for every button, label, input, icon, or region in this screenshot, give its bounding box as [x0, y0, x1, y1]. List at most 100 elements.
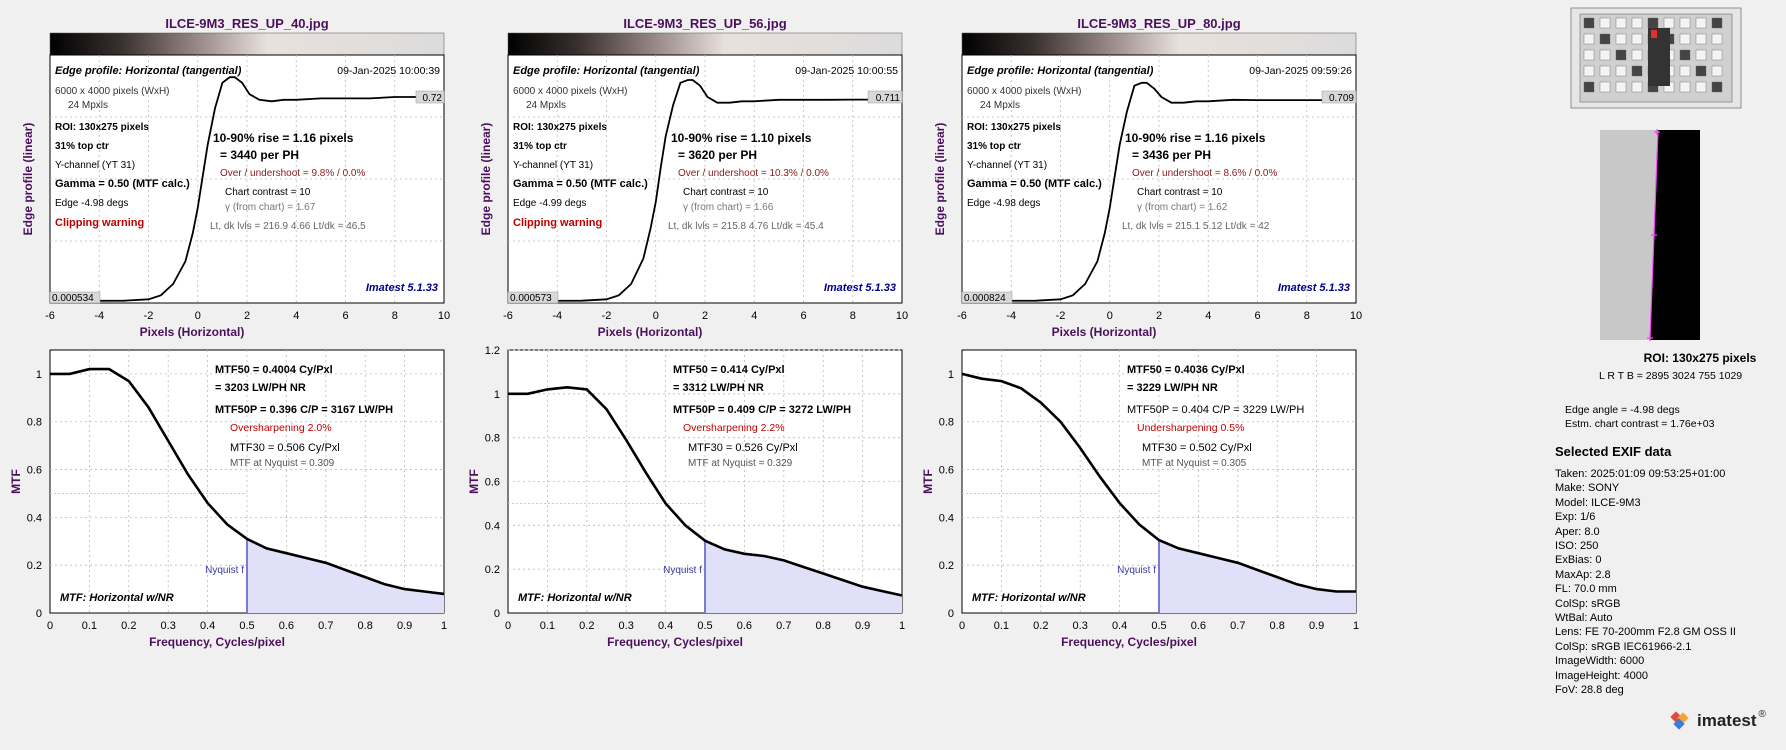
edge-profile-curve: [507, 79, 902, 302]
exif-line: MaxAp: 2.8: [1555, 568, 1611, 581]
exif-line: FoV: 28.8 deg: [1555, 684, 1624, 697]
mtf30-label: MTF30 = 0.506 Cy/Pxl: [230, 442, 340, 454]
panel-1: ILCE-9M3_RES_UP_40.jpg-6 -4 -2 0 2 4 6 8 10Edge …: [9, 16, 450, 649]
chart-contrast-label: Chart contrast = 10: [225, 187, 311, 198]
mtf50-lwph-label: = 3312 LW/PH NR: [673, 382, 764, 394]
gamma-label: Gamma = 0.50 (MTF calc.): [967, 178, 1102, 190]
mtf-y-tick-label: 1: [948, 369, 954, 381]
roi-size-label: ROI: 130x275 pixels: [967, 122, 1061, 133]
edge-heading: Edge profile: Horizontal (tangential): [55, 65, 242, 77]
panel-title: ILCE-9M3_RES_UP_80.jpg: [1077, 16, 1240, 31]
chart-thumbnail-patch: [1679, 17, 1691, 29]
mtf30-label: MTF30 = 0.526 Cy/Pxl: [688, 442, 798, 454]
image-dimensions: 6000 x 4000 pixels (WxH): [967, 86, 1082, 97]
mtf-footer-label: MTF: Horizontal w/NR: [518, 592, 632, 604]
mtf-x-tick-label: 0.9: [855, 620, 870, 632]
edge-x-tick-label: -2: [602, 310, 612, 322]
chart-thumbnail-patch: [1711, 17, 1723, 29]
roi-position: 31% top ctr: [967, 141, 1021, 152]
sharpening-label: Undersharpening 0.5%: [1137, 422, 1244, 434]
mtf-x-tick-label: 0: [47, 620, 53, 632]
edge-x-tick-label: -2: [1056, 310, 1066, 322]
light-dark-levels: Lt, dk lvls = 215.1 5.12 Lt/dk = 42: [1122, 221, 1270, 232]
mtf-x-tick-label: 0.7: [1230, 620, 1245, 632]
edge-x-tick-label: 2: [702, 310, 708, 322]
chart-thumbnail-patch: [1583, 49, 1595, 61]
edge-x-tick-label: -4: [552, 310, 562, 322]
exif-line: Aper: 8.0: [1555, 525, 1600, 538]
mtf-x-tick-label: 0.1: [994, 620, 1009, 632]
mtf-x-axis-label: Frequency, Cycles/pixel: [1061, 635, 1197, 649]
edge-high-value-box: [1321, 90, 1357, 104]
edge-x-tick-label: -2: [144, 310, 154, 322]
chart-thumbnail-patch: [1663, 17, 1675, 29]
chart-thumbnail-patch: [1679, 81, 1691, 93]
edge-x-tick-label: -6: [503, 310, 513, 322]
image-mpxls: 24 Mpxls: [68, 100, 108, 111]
edge-x-tick-label: 0: [195, 310, 201, 322]
mtf-x-tick-label: 0.3: [619, 620, 634, 632]
edge-low-value: 0.000573: [510, 293, 552, 304]
mtf-y-tick-label: 1: [36, 369, 42, 381]
light-dark-levels: Lt, dk lvls = 216.9 4.66 Lt/dk = 46.5: [210, 221, 366, 232]
mtf-x-tick-label: 0.2: [121, 620, 136, 632]
mtf-x-tick-label: 0: [959, 620, 965, 632]
image-mpxls: 24 Mpxls: [980, 100, 1020, 111]
mtf-x-tick-label: 0.9: [1309, 620, 1324, 632]
roi-size-label: ROI: 130x275 pixels: [513, 122, 607, 133]
chart-thumbnail-patch: [1695, 17, 1707, 29]
sharpening-label: Oversharpening 2.2%: [683, 422, 785, 434]
mtf-footer-label: MTF: Horizontal w/NR: [60, 592, 174, 604]
mtf-footer-label: MTF: Horizontal w/NR: [972, 592, 1086, 604]
mtf-x-tick-label: 0: [505, 620, 511, 632]
chart-thumbnail-patch: [1615, 65, 1627, 77]
chart-thumbnail-patch: [1631, 65, 1643, 77]
edge-high-value: 0.72: [423, 93, 443, 104]
clipping-warning: Clipping warning: [513, 217, 602, 229]
edge-angle-label: Edge -4.98 degs: [55, 198, 128, 209]
edge-x-tick-label: 10: [896, 310, 908, 322]
roi-position: 31% top ctr: [55, 141, 109, 152]
image-dimensions: 6000 x 4000 pixels (WxH): [513, 86, 628, 97]
exif-line: ImageWidth: 6000: [1555, 655, 1645, 668]
chart-thumbnail-target: [1648, 28, 1670, 86]
roi-edge-marker: [1654, 129, 1660, 135]
overshoot-label: Over / undershoot = 9.8% / 0.0%: [220, 168, 365, 179]
edge-angle-label: Edge -4.98 degs: [967, 198, 1040, 209]
edge-x-axis-label: Pixels (Horizontal): [1052, 325, 1157, 339]
mtf-x-tick-label: 0.8: [358, 620, 373, 632]
mtf-x-tick-label: 0.1: [540, 620, 555, 632]
rise-distance: 10-90% rise = 1.16 pixels: [213, 131, 354, 145]
chart-thumbnail-patch: [1711, 65, 1723, 77]
mtf-x-tick-label: 1: [899, 620, 905, 632]
edge-x-tick-label: 0: [653, 310, 659, 322]
mtf50-lwph-label: = 3203 LW/PH NR: [215, 382, 306, 394]
chart-thumbnail-patch: [1711, 33, 1723, 45]
mtf-y-tick-label: 0.2: [939, 560, 954, 572]
edge-low-value: 0.000534: [52, 293, 94, 304]
exif-line: ColSp: sRGB IEC61966-2.1: [1555, 640, 1692, 653]
mtf-x-tick-label: 0.6: [737, 620, 752, 632]
roi-edge-marker: [1647, 335, 1653, 341]
panel-title: ILCE-9M3_RES_UP_40.jpg: [165, 16, 328, 31]
edge-gradient-bar: [49, 32, 445, 56]
mtf-y-tick-label: 0: [36, 608, 42, 620]
image-dimensions: 6000 x 4000 pixels (WxH): [55, 86, 170, 97]
edge-x-tick-label: 6: [800, 310, 806, 322]
edge-profile-curve: [961, 81, 1356, 302]
imatest-logo: imatest ®: [1669, 709, 1770, 732]
roi-size: ROI: 130x275 pixels: [1643, 351, 1757, 365]
mtf-x-tick-label: 0.8: [816, 620, 831, 632]
mtf-x-tick-label: 0.5: [239, 620, 254, 632]
mtf-y-tick-label: 0: [494, 608, 500, 620]
exif-lines: Taken: 2025:01:09 09:53:25+01:00 Make: SO…: [1555, 467, 1736, 698]
channel-label: Y-channel (YT 31): [513, 160, 593, 171]
chart-thumbnail-patch: [1695, 33, 1707, 45]
panel-2: ILCE-9M3_RES_UP_56.jpg-6 -4 -2 0 2 4 6 8 10Edge …: [467, 16, 908, 649]
edge-high-value-box: [867, 90, 903, 104]
mtf50-label: MTF50 = 0.4036 Cy/Pxl: [1127, 364, 1245, 376]
edge-x-tick-label: -6: [45, 310, 55, 322]
edge-x-tick-label: 6: [1254, 310, 1260, 322]
edge-x-tick-label: 8: [850, 310, 856, 322]
